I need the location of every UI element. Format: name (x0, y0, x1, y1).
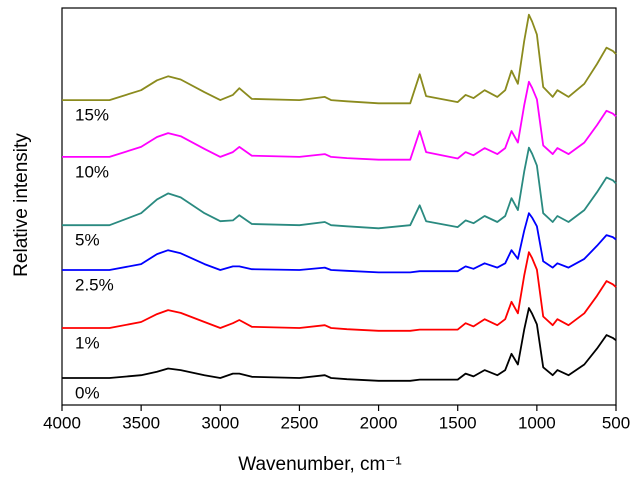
x-axis-label: Wavenumber, cm⁻¹ (238, 454, 401, 475)
series-line (62, 212, 617, 274)
x-tick-label: 3000 (201, 413, 239, 432)
series-line (62, 13, 617, 105)
y-axis-label: Relative intensity (11, 133, 32, 277)
series-label: 1% (75, 333, 100, 352)
series-label: 15% (75, 106, 109, 125)
x-tick-label: 2000 (360, 413, 398, 432)
series-label: 2.5% (75, 276, 114, 295)
x-tick-label: 4000 (43, 413, 81, 432)
x-tick-label: 1000 (518, 413, 556, 432)
series-label: 10% (75, 162, 109, 181)
series-line (62, 146, 617, 230)
series-line (62, 80, 617, 161)
x-tick-label: 2500 (281, 413, 319, 432)
plot-frame (61, 7, 617, 406)
series-label: 5% (75, 231, 100, 250)
x-tick-label: 3500 (122, 413, 160, 432)
series-line (62, 307, 617, 382)
series-label: 0% (75, 383, 100, 402)
x-tick-label: 1500 (439, 413, 477, 432)
x-tick-label: 500 (602, 413, 630, 432)
series-line (62, 251, 617, 332)
